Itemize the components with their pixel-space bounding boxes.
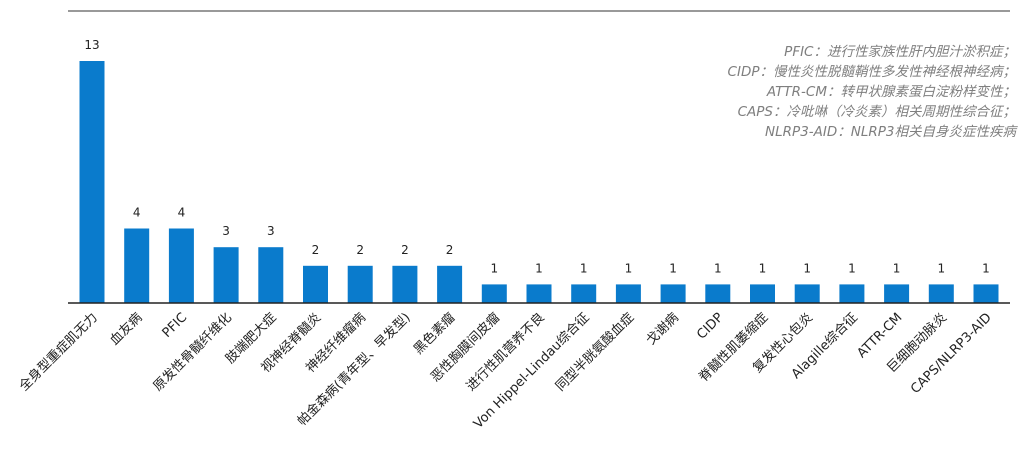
value-label-1: 4 xyxy=(133,206,141,220)
category-label-1: 血友病 xyxy=(107,310,146,349)
bar-20 xyxy=(973,284,999,303)
bar-6 xyxy=(347,265,373,303)
note-line-caps: CAPS：冷吡啉（冷炎素）相关周期性综合征； xyxy=(737,104,1016,120)
bars-group xyxy=(79,61,999,303)
category-label-12: 同型半胱氨酸血症 xyxy=(553,310,637,394)
value-label-18: 1 xyxy=(893,261,901,275)
bar-3 xyxy=(213,247,239,303)
note-line-nlrp3-aid: NLRP3-AID：NLRP3相关自身炎症性疾病 xyxy=(765,124,1016,140)
value-label-2: 4 xyxy=(178,206,186,220)
value-label-5: 2 xyxy=(312,243,320,257)
bar-10 xyxy=(526,284,552,303)
bar-15 xyxy=(750,284,775,303)
note-line-cidp: CIDP：慢性炎性脱髓鞘性多发性神经根神经病； xyxy=(727,64,1016,80)
value-label-9: 1 xyxy=(490,261,498,275)
bar-9 xyxy=(481,284,507,303)
abbreviation-notes: PFIC：进行性家族性肝内胆汁淤积症； CIDP：慢性炎性脱髓鞘性多发性神经根神… xyxy=(728,42,1016,142)
bar-0 xyxy=(79,61,105,303)
value-label-3: 3 xyxy=(222,224,230,238)
note-line-pfic: PFIC：进行性家族性肝内胆汁淤积症； xyxy=(784,44,1016,60)
bar-12 xyxy=(615,284,641,303)
category-label-14: CIDP xyxy=(694,310,726,342)
value-label-10: 1 xyxy=(535,261,543,275)
category-labels-group: 全身型重症肌无力 血友病 PFIC原发性骨髓纤维化肢端肥大症视神经脊髓炎神经纤维瘤病… xyxy=(16,310,995,432)
category-label-2: PFIC xyxy=(160,310,191,341)
value-labels-group: 13 4 4 3 3 2 2 2 2 1 1 1 1 1 1 1 1 1 1 1 1 xyxy=(84,38,989,275)
category-label-13: 戈谢病 xyxy=(643,310,682,349)
value-label-11: 1 xyxy=(580,261,588,275)
value-label-6: 2 xyxy=(356,243,364,257)
bar-13 xyxy=(660,284,686,303)
value-label-16: 1 xyxy=(803,261,811,275)
category-label-3: 原发性骨髓纤维化 xyxy=(150,310,235,395)
bar-17 xyxy=(839,284,865,303)
value-label-7: 2 xyxy=(401,243,409,257)
value-label-15: 1 xyxy=(759,261,767,275)
value-label-17: 1 xyxy=(848,261,856,275)
value-label-14: 1 xyxy=(714,261,722,275)
value-label-8: 2 xyxy=(446,243,454,257)
bar-7 xyxy=(392,265,418,303)
bar-18 xyxy=(884,284,910,303)
note-line-attr-cm: ATTR-CM：转甲状腺素蛋白淀粉样变性； xyxy=(766,84,1016,100)
bar-16 xyxy=(794,284,820,303)
bar-19 xyxy=(928,284,954,303)
bar-11 xyxy=(571,284,597,303)
value-label-19: 1 xyxy=(937,261,945,275)
category-label-20: CAPS/NLRP3-AID xyxy=(908,310,995,397)
value-label-13: 1 xyxy=(669,261,677,275)
bar-5 xyxy=(303,265,328,303)
value-label-4: 3 xyxy=(267,224,275,238)
bar-14 xyxy=(705,284,731,303)
bar-4 xyxy=(258,247,284,303)
bar-8 xyxy=(437,265,463,303)
value-label-20: 1 xyxy=(982,261,990,275)
bar-2 xyxy=(168,228,194,303)
value-label-0: 13 xyxy=(84,38,99,52)
bar-1 xyxy=(124,228,150,303)
value-label-12: 1 xyxy=(625,261,633,275)
category-label-0: 全身型重症肌无力 xyxy=(16,310,101,395)
category-label-10: 进行性肌营养不良 xyxy=(463,310,548,395)
